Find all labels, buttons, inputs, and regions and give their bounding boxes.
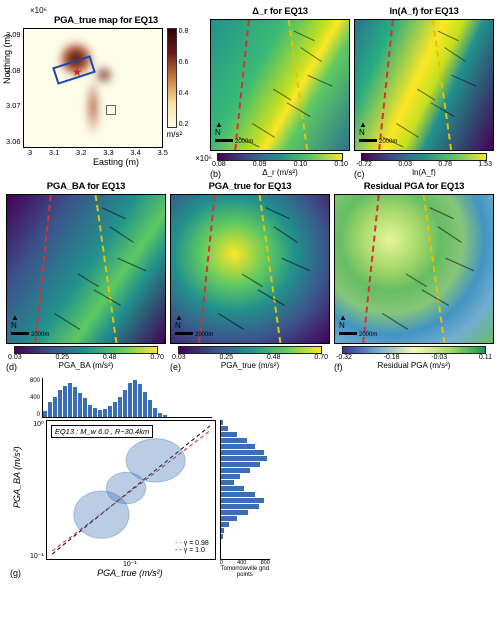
panel-g-sublabel: (g): [10, 568, 21, 578]
panel-d-pga-ba: PGA_BA for EQ13 ▲N2000m (d) 0.030.250.48…: [6, 181, 166, 370]
top-histogram: [42, 378, 212, 418]
panel-c-cblabel: ln(A_f): [354, 168, 494, 177]
scatter-yticks: 10⁰10⁻¹: [30, 420, 46, 560]
panel-d-cbticks: 0.030.250.480.70: [6, 354, 166, 361]
panel-g-scatter: 8004000 10⁰10⁻¹ EQ13 : M_w 6.0 , R~30.4k…: [6, 378, 316, 578]
y-multiplier: ×10⁶: [30, 6, 206, 15]
panel-c-title: ln(A_f) for EQ13: [354, 6, 494, 17]
scatter-xticks: 10⁻¹: [44, 560, 216, 568]
panel-a-pga-map: ×10⁶ PGA_true map for EQ13 3.093.083.073…: [6, 6, 206, 177]
panel-a-xticks: 33.13.23.33.43.5: [28, 148, 168, 157]
panel-d-sublabel: (d): [6, 362, 17, 372]
panel-a-plot: ★ (a): [23, 28, 163, 148]
panel-e-pga-true: PGA_true for EQ13 ▲N2000m (e) 0.030.250.…: [170, 181, 330, 370]
top-hist-yticks: 8004000: [30, 378, 42, 418]
compass-icon: ▲N2000m: [175, 314, 213, 339]
epicenter-star-icon: ★: [72, 65, 83, 79]
panel-f-cblabel: Residual PGA (m/s²): [334, 361, 494, 370]
panel-e-title: PGA_true for EQ13: [170, 181, 330, 192]
legend-item: - - γ = 1.0: [175, 547, 209, 554]
scatter-xlabel: PGA_true (m/s²): [44, 568, 216, 578]
aoi-box: [106, 105, 116, 115]
panel-b-delta-r: Δ_r for EQ13 ▲N2000m (b) 0.080.090.100.1…: [210, 6, 350, 177]
scatter-plot: EQ13 : M_w 6.0 , R~30.4km - - γ = 0.98: [46, 420, 216, 560]
panel-e-plot: ▲N2000m: [170, 194, 330, 344]
compass-icon: ▲N2000m: [215, 121, 253, 146]
scatter-annotation: EQ13 : M_w 6.0 , R~30.4km: [51, 425, 153, 438]
panel-a-ylabel: Northing (m): [2, 34, 12, 84]
panel-b-plot: ▲N2000m: [210, 19, 350, 151]
right-hist-label: Tomorrowville grid points: [220, 566, 270, 578]
panel-d-title: PGA_BA for EQ13: [6, 181, 166, 192]
panel-b-title: Δ_r for EQ13: [210, 6, 350, 17]
panel-b-sublabel: (b): [210, 169, 221, 179]
panel-f-cbticks: -0.32-0.18-0.030.11: [334, 354, 494, 361]
panel-a-xlabel: Easting (m): [26, 157, 206, 167]
panel-f-residual: Residual PGA for EQ13 ▲N2000m (f) -0.32-…: [334, 181, 494, 370]
panel-c-lnaf: ln(A_f) for EQ13 ▲N2000m (c) -0.720.030.…: [354, 6, 494, 177]
panel-a-colorbar: 0.80.60.40.2 m/s²: [167, 28, 183, 148]
panel-e-cbticks: 0.030.250.480.70: [170, 354, 330, 361]
panel-a-title: PGA_true map for EQ13: [6, 15, 206, 26]
panel-c-plot: ▲N2000m: [354, 19, 494, 151]
right-histogram-container: 0400800 Tomorrowville grid points: [220, 420, 270, 578]
legend: - - γ = 0.98 - - γ = 1.0: [173, 539, 211, 555]
scatter-ylabel: PGA_BA (m/s²): [12, 446, 22, 508]
panel-c-sublabel: (c): [354, 169, 365, 179]
panel-d-cblabel: PGA_BA (m/s²): [6, 361, 166, 370]
compass-icon: ▲N2000m: [11, 314, 49, 339]
panel-b-cblabel: Δ_r (m/s²): [210, 168, 350, 177]
right-histogram: [220, 420, 270, 560]
panel-e-cblabel: PGA_true (m/s²): [170, 361, 330, 370]
panel-f-plot: ▲N2000m: [334, 194, 494, 344]
compass-icon: ▲N2000m: [339, 314, 377, 339]
panel-b-cbticks: 0.080.090.100.10: [210, 161, 350, 168]
panel-f-sublabel: (f): [334, 362, 343, 372]
panel-c-cbticks: -0.720.030.781.53: [354, 161, 494, 168]
panel-d-plot: ▲N2000m: [6, 194, 166, 344]
panel-e-sublabel: (e): [170, 362, 181, 372]
panel-f-title: Residual PGA for EQ13: [334, 181, 494, 192]
panel-a-cbar-label: m/s²: [167, 130, 183, 139]
compass-icon: ▲N2000m: [359, 121, 397, 146]
legend-item: - - γ = 0.98: [175, 540, 209, 547]
